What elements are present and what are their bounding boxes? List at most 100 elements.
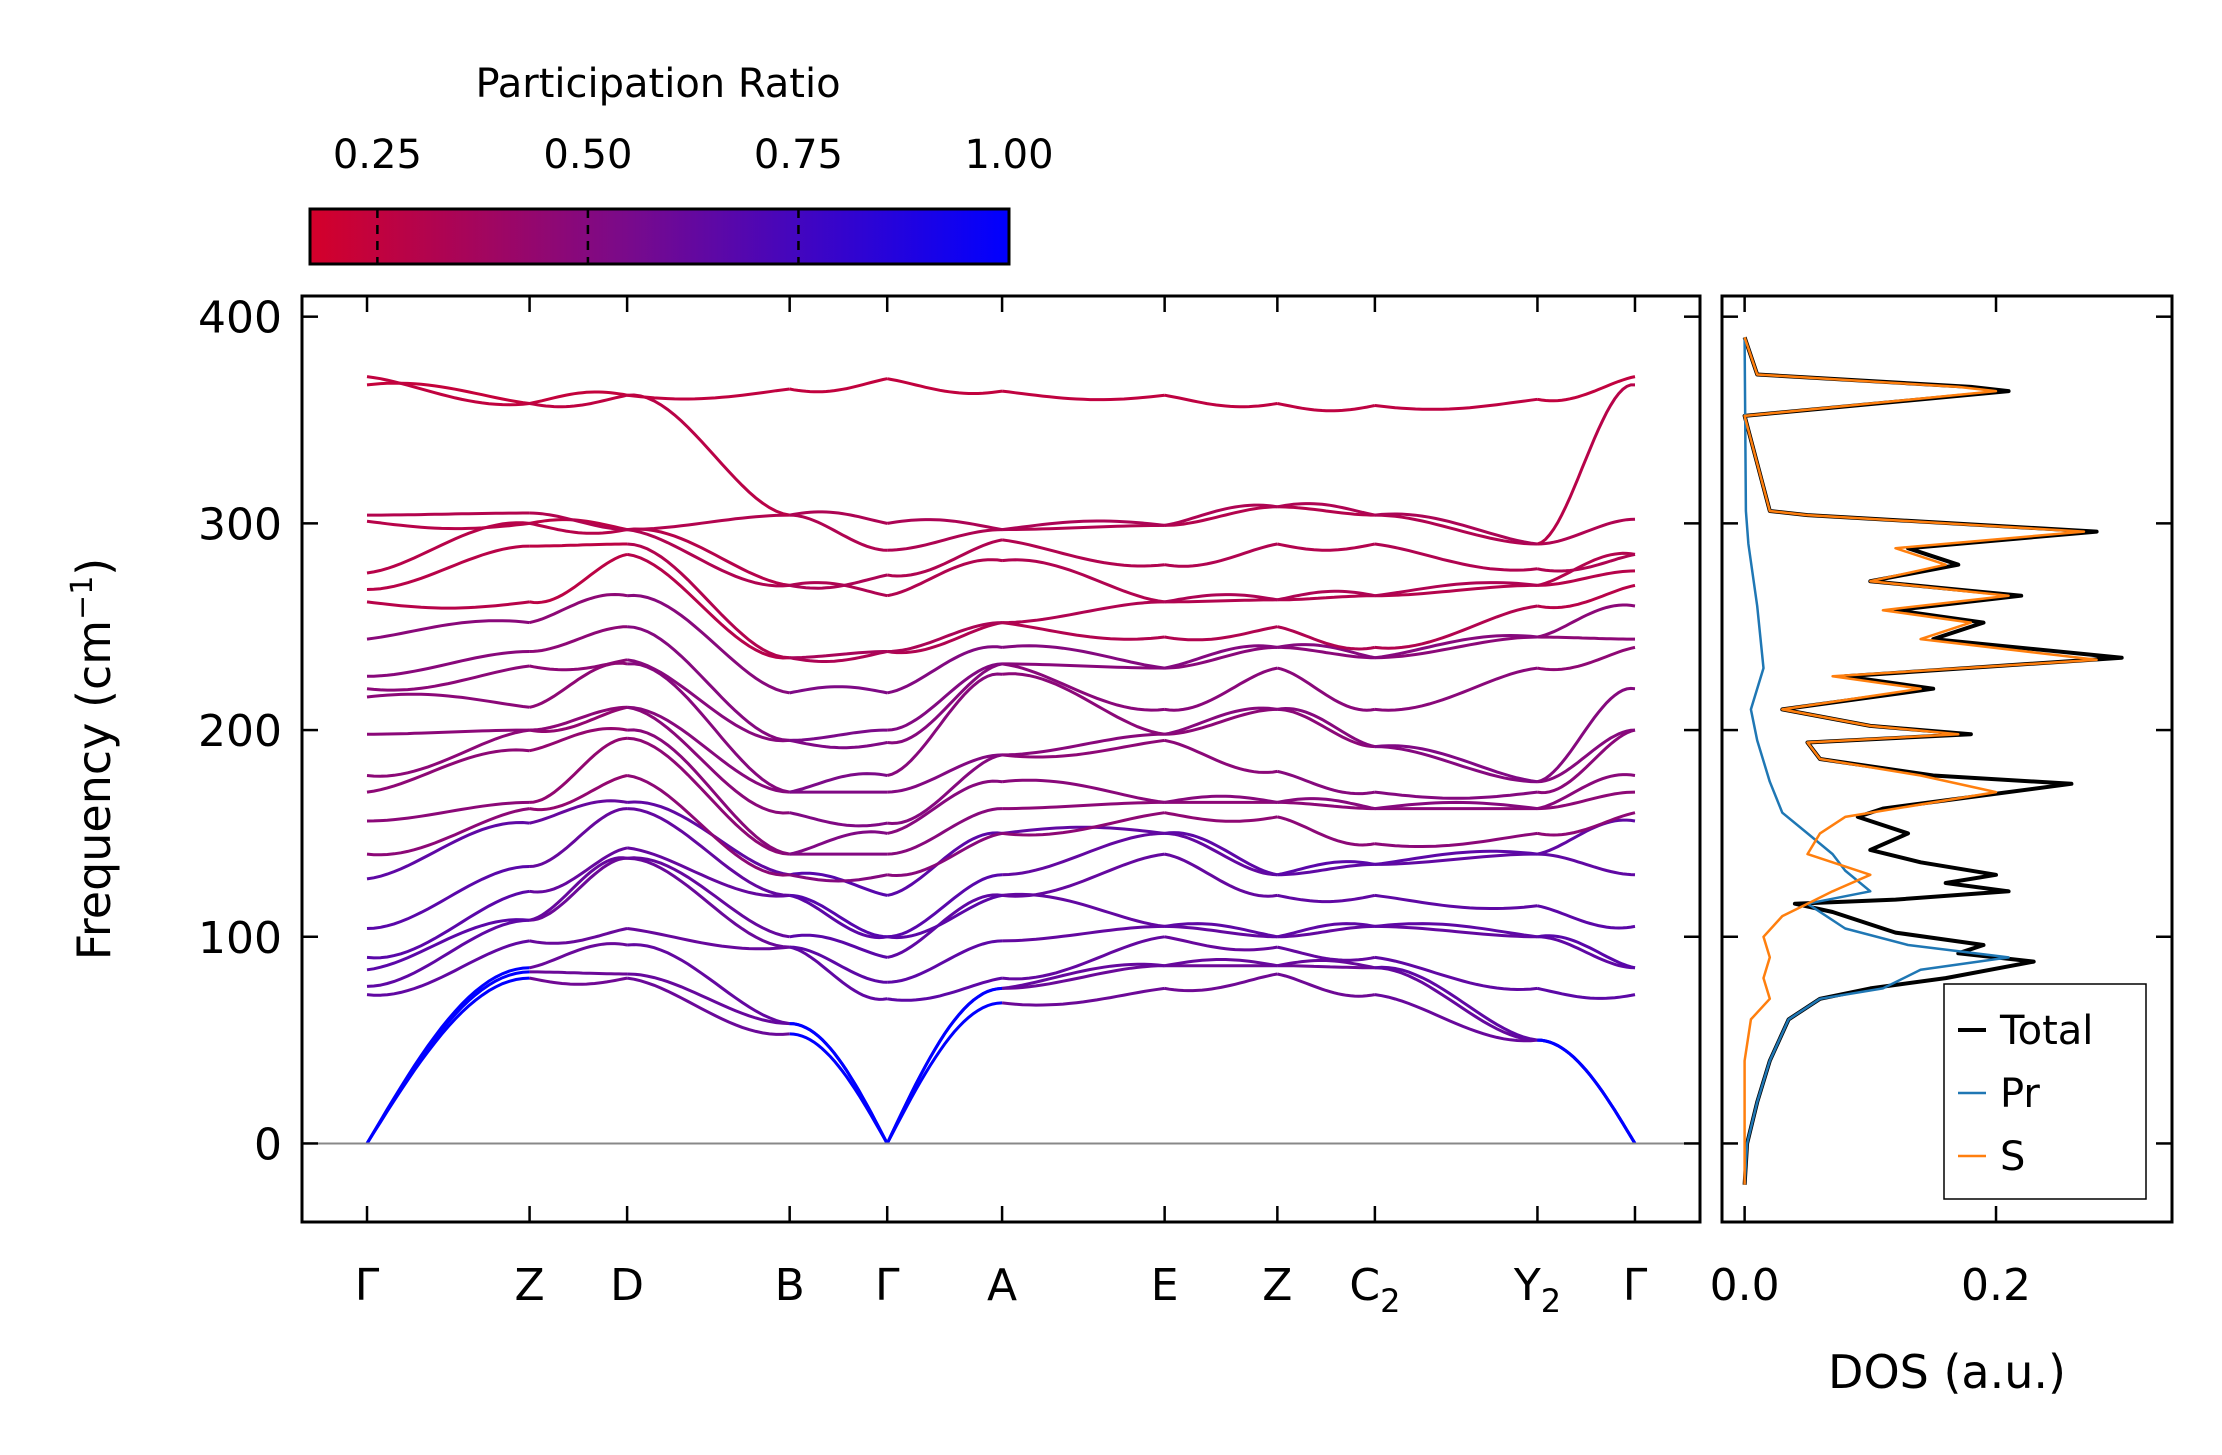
band-segment (887, 807, 1003, 856)
band-segment (1276, 625, 1376, 651)
band-segment (1001, 621, 1165, 641)
band-segment (789, 377, 888, 394)
band-segment (529, 658, 628, 672)
band-segment (529, 856, 628, 922)
band-segment (1537, 1038, 1637, 1145)
band-segment (366, 381, 530, 405)
band-segment (366, 918, 530, 972)
band-segment (789, 830, 888, 856)
band-segment (627, 856, 790, 939)
dos-series-s (1743, 336, 2098, 1185)
band-segment (626, 976, 790, 1036)
dos-frame (1720, 294, 2174, 1224)
band-segment (1277, 707, 1375, 749)
colorbar-tick-label: 0.75 (754, 132, 843, 178)
band-segment (887, 662, 1003, 745)
band-segment (1002, 831, 1165, 877)
y-tick-label: 100 (198, 913, 282, 964)
band-segment (1374, 800, 1538, 811)
band-segment (887, 662, 1003, 732)
band-segment (789, 513, 888, 552)
colorbar-frame (308, 207, 1011, 266)
band-segment (789, 893, 888, 940)
kpoint-label: Γ (1623, 1260, 1648, 1311)
band-segment (1277, 589, 1376, 602)
colorbar-tick-label: 0.25 (333, 132, 422, 178)
band-segment (529, 726, 628, 753)
band-segment (529, 542, 628, 548)
band-segment (1374, 397, 1538, 411)
band-segment (1536, 383, 1635, 546)
band-segment (1277, 643, 1376, 660)
band-segment (627, 728, 791, 856)
band-segment (789, 728, 888, 742)
band-segment (529, 511, 628, 532)
band-segment (529, 846, 628, 894)
dos-x-tick-label: 0.2 (1961, 1260, 2031, 1311)
y-tick-label: 400 (198, 293, 282, 344)
band-segment (1374, 955, 1538, 992)
band-segment (1002, 800, 1165, 811)
band-segment (1537, 935, 1636, 970)
band-segment (789, 945, 888, 1001)
legend: Total Pr S (1943, 983, 2147, 1200)
band-segment (626, 625, 790, 742)
band-segment (1537, 1038, 1637, 1145)
band-segment (626, 736, 790, 856)
band-segment (1276, 945, 1376, 962)
band-segment (887, 873, 1003, 939)
band-segment (789, 573, 888, 590)
band-segment (1374, 542, 1538, 572)
band-segment (1277, 706, 1376, 749)
band-segment (1537, 934, 1636, 970)
band-segment (1164, 625, 1278, 642)
band-segment (886, 538, 1003, 578)
band-segment (886, 621, 1003, 655)
band-segment (366, 664, 530, 692)
band-segment (1001, 738, 1165, 759)
band-segment (1374, 993, 1538, 1043)
colorbar-ticks: 0.25 0.50 0.75 1.00 (333, 132, 1054, 264)
band-segment (366, 521, 530, 575)
band-segment (366, 820, 530, 881)
band-segment (627, 972, 790, 1026)
band-segment (1537, 852, 1636, 877)
band-segment (366, 800, 530, 823)
band-segment (1374, 831, 1538, 848)
band-segment (1537, 790, 1636, 811)
y-tick-label: 300 (198, 499, 282, 550)
band-lines (365, 375, 1637, 1145)
band-segment (886, 893, 1003, 959)
band-segment (1001, 519, 1165, 532)
band-segment (887, 893, 1003, 940)
band-segment (885, 1001, 1003, 1145)
band-segment (789, 811, 888, 828)
band-segment (789, 510, 888, 525)
band-segment (789, 650, 888, 663)
band-segment (886, 518, 1003, 532)
band-segment (1277, 959, 1376, 970)
band-segment (789, 1032, 889, 1145)
band-segment (1277, 893, 1376, 904)
band-segment (1374, 604, 1538, 650)
dos-x-tick-label: 0.0 (1710, 1260, 1780, 1311)
band-segment (529, 521, 628, 535)
band-segment (626, 856, 790, 949)
band-segment (1374, 966, 1538, 1042)
band-segment (886, 779, 1003, 835)
band-segment (1001, 644, 1165, 670)
band-segment (1277, 924, 1375, 939)
band-segment (1001, 811, 1165, 837)
kpoint-label: A (987, 1260, 1017, 1311)
band-segment (1164, 922, 1278, 939)
band-segment (1001, 558, 1165, 604)
band-segment (1164, 505, 1278, 527)
band-segment (1374, 965, 1538, 1042)
band-segment (529, 705, 628, 732)
band-segment (1001, 672, 1165, 736)
band-segment (789, 738, 888, 750)
legend-label: Total (1999, 1008, 2093, 1054)
colorbar: Participation Ratio 0.25 0.50 0.75 1.00 (308, 61, 1054, 266)
band-segment (627, 593, 790, 695)
band-segment (1537, 818, 1636, 856)
